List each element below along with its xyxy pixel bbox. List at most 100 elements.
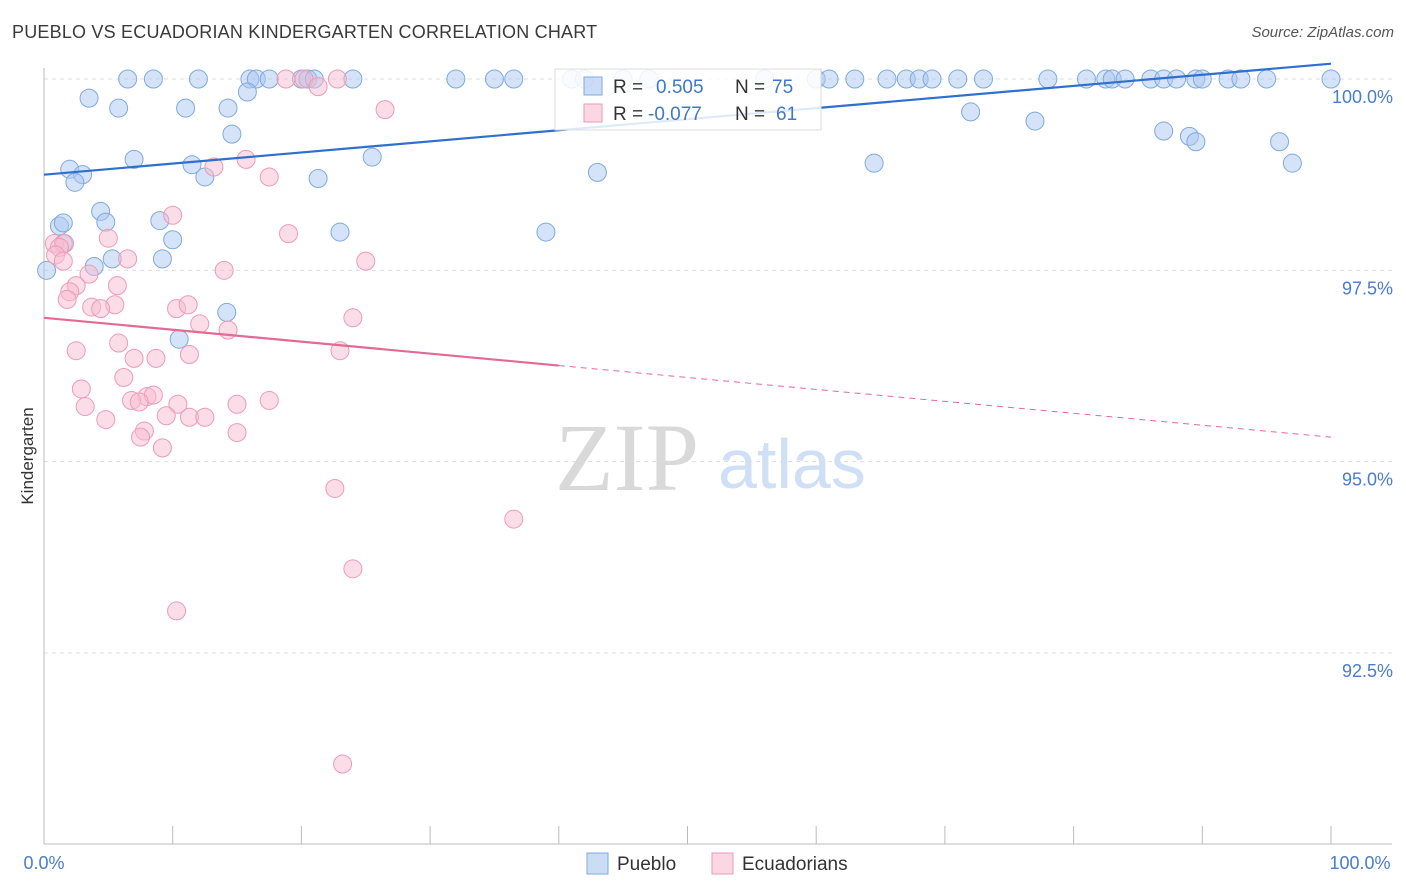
pueblo-point	[109, 98, 129, 118]
pueblo-point	[587, 162, 607, 182]
bottom-legend-swatch-ecuadorians	[711, 852, 734, 875]
ecuadorian-point	[276, 69, 296, 89]
pueblo-point	[1321, 69, 1341, 89]
pueblo-point	[922, 69, 942, 89]
ecuadorian-point	[195, 407, 215, 427]
ecuadorian-point	[163, 205, 183, 225]
ecuadorian-point	[214, 260, 234, 280]
pueblo-point	[1186, 132, 1206, 152]
pueblo-point	[845, 69, 865, 89]
bottom-legend: Pueblo Ecuadorians	[586, 852, 848, 875]
ecuadorian-point	[96, 410, 116, 430]
ecuadorian-point	[98, 228, 118, 248]
ecuadorian-point	[227, 394, 247, 414]
ecuadorian-point	[204, 157, 224, 177]
pueblo-point	[864, 153, 884, 173]
ecuadorian-point	[75, 397, 95, 417]
pueblo-point	[218, 98, 238, 118]
ecuadorian-point	[308, 77, 328, 97]
pueblo-point	[1282, 153, 1302, 173]
ecuadorian-point	[327, 69, 347, 89]
pueblo-point	[330, 222, 350, 242]
legend-r-value-1: 0.505	[656, 77, 704, 98]
legend-r-label-2: R =	[613, 104, 643, 125]
pueblo-point	[65, 172, 85, 192]
pueblo-point	[152, 249, 172, 269]
pueblo-point	[182, 155, 202, 175]
watermark-atlas: atlas	[718, 425, 866, 503]
bottom-legend-swatch-pueblo	[586, 852, 609, 875]
x-tick-label-max: 100.0%	[1329, 853, 1390, 873]
ecuadorian-point	[146, 348, 166, 368]
pueblo-point	[53, 213, 73, 233]
pueblo-point	[1270, 132, 1290, 152]
ecuadorian-point	[79, 264, 99, 284]
legend-n-label-2: N =	[735, 104, 765, 125]
ecuadorian-point	[259, 167, 279, 187]
ecuadorian-point	[279, 224, 299, 244]
y-tick-labels: 100.0% 97.5% 95.0% 92.5%	[1332, 87, 1393, 681]
pueblo-point	[1192, 69, 1212, 89]
watermark-zip: ZIP	[555, 404, 699, 511]
pueblo-point	[536, 222, 556, 242]
ecuadorian-point	[343, 308, 363, 328]
ecuadorian-point	[504, 509, 524, 529]
ecuadorian-point	[356, 251, 376, 271]
ecuadorian-point	[343, 559, 363, 579]
pueblo-point	[974, 69, 994, 89]
source-label: Source: ZipAtlas.com	[1251, 24, 1394, 41]
pueblo-point	[79, 88, 99, 108]
axes	[43, 68, 1392, 845]
ecuadorian-point	[325, 478, 345, 498]
pueblo-point	[259, 69, 279, 89]
pueblo-point	[446, 69, 466, 89]
pueblo-point	[308, 168, 328, 188]
ecuadorian-point	[91, 299, 111, 319]
pueblo-point	[504, 69, 524, 89]
ecuadorian-point	[131, 427, 151, 447]
x-tick-label-min: 0.0%	[23, 853, 64, 873]
ecuadorian-point	[178, 295, 198, 315]
ecuadorian-point	[259, 390, 279, 410]
ecuadorian-point	[375, 100, 395, 120]
pueblo-point	[37, 260, 57, 280]
trendline-ecuadorian-solid	[43, 316, 559, 367]
legend-n-value-2: 61	[776, 104, 797, 125]
bottom-legend-ecuadorians: Ecuadorians	[742, 854, 848, 875]
pueblo-point	[176, 98, 196, 118]
legend-swatch-pueblo	[583, 76, 603, 96]
ecuadorian-point	[107, 276, 127, 296]
pueblo-point	[819, 69, 839, 89]
y-tick-label: 92.5%	[1342, 661, 1393, 681]
pueblo-point	[96, 212, 116, 232]
pueblo-point	[118, 69, 138, 89]
pueblo-point	[163, 230, 183, 250]
ecuadorian-point	[66, 341, 86, 361]
bottom-legend-pueblo: Pueblo	[617, 854, 676, 875]
pueblo-point	[1231, 69, 1251, 89]
pueblo-point	[961, 102, 981, 122]
pueblo-point	[1115, 69, 1135, 89]
y-axis-title: Kindergarten	[18, 407, 37, 504]
pueblo-point	[188, 69, 208, 89]
ecuadorian-point	[179, 345, 199, 365]
pueblo-point	[1167, 69, 1187, 89]
ecuadorian-point	[168, 394, 188, 414]
pueblo-point	[1025, 111, 1045, 131]
pueblo-point	[124, 149, 144, 169]
ecuadorian-point	[156, 406, 176, 426]
pueblo-point	[169, 329, 189, 349]
ecuadorian-point	[236, 149, 256, 169]
y-tick-label: 95.0%	[1342, 470, 1393, 490]
pueblo-point	[1038, 69, 1058, 89]
pueblo-point	[222, 124, 242, 144]
trendline-ecuadorian-dashed	[558, 365, 1332, 438]
ecuadorian-point	[333, 754, 353, 774]
ecuadorian-point	[114, 367, 134, 387]
legend-n-label-1: N =	[735, 77, 765, 98]
pueblo-point	[1257, 69, 1277, 89]
y-tick-label: 100.0%	[1332, 87, 1393, 107]
legend-box: R = 0.505 N = 75 R = -0.077 N = 61	[554, 68, 822, 131]
legend-r-label-1: R =	[613, 77, 643, 98]
ecuadorian-point	[53, 251, 73, 271]
